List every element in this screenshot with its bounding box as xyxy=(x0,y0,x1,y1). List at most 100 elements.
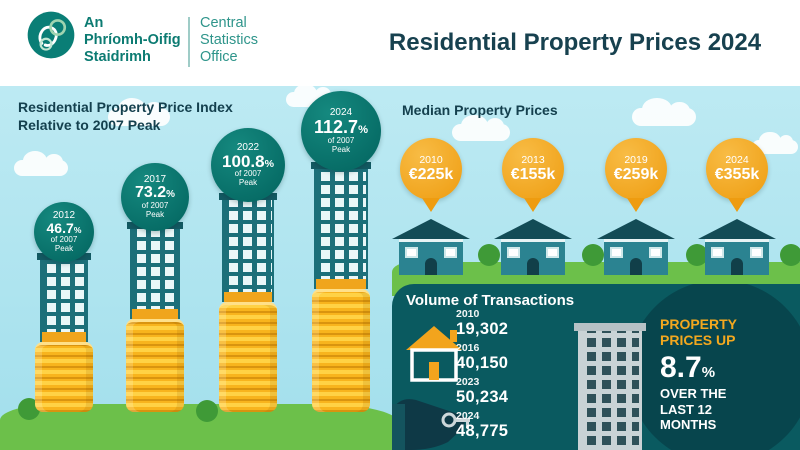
coin-stack xyxy=(219,302,277,412)
median-circle-2024: 2024 €355k xyxy=(706,138,768,200)
cloud xyxy=(108,98,170,126)
coin-stack xyxy=(35,342,93,412)
bush xyxy=(686,244,708,266)
index-sub-label: of 2007 Peak xyxy=(234,169,262,188)
house-door xyxy=(425,258,437,275)
property-prices-up-label: PROPERTY PRICES UP xyxy=(660,316,738,349)
cloud xyxy=(14,151,68,176)
building-illustration xyxy=(37,253,91,342)
logo-divider xyxy=(188,17,190,67)
index-circle-2012: 2012 46.7% of 2007 Peak xyxy=(34,202,94,262)
cso-logo xyxy=(27,11,75,59)
house-window xyxy=(649,247,662,258)
median-section-title: Median Property Prices xyxy=(402,102,558,118)
house-window xyxy=(507,247,520,258)
median-circle-2010: 2010 €225k xyxy=(400,138,462,200)
index-year: 2012 xyxy=(52,210,76,222)
highlight-caption: OVER THE LAST 12 MONTHS xyxy=(660,386,727,432)
house-roof xyxy=(494,219,572,239)
bush xyxy=(780,244,800,266)
median-value: €225k xyxy=(408,166,454,183)
house-window xyxy=(444,247,457,258)
index-circle-2024: 2024 112.7% of 2007 Peak xyxy=(301,91,381,171)
index-year: 2017 xyxy=(143,174,167,186)
transaction-year: 2010 xyxy=(456,308,480,320)
bush xyxy=(18,398,40,420)
median-year: 2019 xyxy=(624,154,648,166)
transactions-title: Volume of Transactions xyxy=(406,292,575,309)
median-year: 2010 xyxy=(419,154,443,166)
house-illustration xyxy=(494,219,572,275)
coin-stack xyxy=(312,289,370,412)
transactions-list: 2010 19,302 2016 40,150 2023 50,234 2024… xyxy=(456,308,508,444)
house-illustration xyxy=(698,219,776,275)
highlight-value: 8.7% xyxy=(660,351,716,385)
house-roof xyxy=(392,219,470,239)
transaction-year: 2016 xyxy=(456,342,480,354)
bush xyxy=(478,244,500,266)
house-window xyxy=(546,247,559,258)
pin-pointer xyxy=(524,198,542,212)
coin-stack xyxy=(126,319,184,412)
house-illustration xyxy=(597,219,675,275)
index-year: 2022 xyxy=(236,141,260,153)
house-window xyxy=(405,247,418,258)
pin-pointer xyxy=(627,198,645,212)
transaction-row: 2010 19,302 xyxy=(456,308,508,339)
transaction-value: 50,234 xyxy=(456,388,509,406)
house-roof xyxy=(597,219,675,239)
house-window xyxy=(711,247,724,258)
median-circle-2013: 2013 €155k xyxy=(502,138,564,200)
header: An Phríomh-Oifig Staidrimh Central Stati… xyxy=(0,0,800,86)
transaction-row: 2024 48,775 xyxy=(456,410,508,441)
cloud xyxy=(752,132,798,154)
building-illustration xyxy=(311,162,371,289)
index-value: 100.8% xyxy=(222,151,274,171)
building-illustration xyxy=(127,222,183,319)
median-year: 2024 xyxy=(725,154,749,166)
page-title: Residential Property Prices 2024 xyxy=(388,29,762,56)
index-section-title: Residential Property Price Index Relativ… xyxy=(18,99,233,133)
index-value: 73.2% xyxy=(135,184,175,202)
transactions-panel: Volume of Transactions 2010 19,302 2016 … xyxy=(392,284,800,450)
median-year: 2013 xyxy=(521,154,545,166)
index-year: 2024 xyxy=(329,107,353,119)
org-name-english: Central Statistics Office xyxy=(200,15,259,65)
pin-pointer xyxy=(422,198,440,212)
apartment-building-illustration xyxy=(574,323,646,450)
transaction-value: 19,302 xyxy=(456,320,509,338)
pin-pointer xyxy=(728,198,746,212)
building-illustration xyxy=(219,193,277,302)
index-sub-label: of 2007 Peak xyxy=(141,200,169,219)
transaction-year: 2023 xyxy=(456,376,480,388)
highlight-circle xyxy=(628,284,800,450)
cloud xyxy=(452,114,510,141)
transaction-row: 2023 50,234 xyxy=(456,376,508,407)
index-value: 112.7% xyxy=(314,117,368,138)
median-value: €259k xyxy=(613,166,659,183)
median-value: €155k xyxy=(510,166,556,183)
median-circle-2019: 2019 €259k xyxy=(605,138,667,200)
transaction-year: 2024 xyxy=(456,410,480,422)
org-name-irish: An Phríomh-Oifig Staidrimh xyxy=(84,15,181,65)
house-window xyxy=(610,247,623,258)
house-door xyxy=(527,258,539,275)
median-value: €355k xyxy=(714,166,760,183)
cloud xyxy=(632,98,696,126)
highlight-text: PROPERTY PRICES UP 8.7% OVER THE LAST 12… xyxy=(660,316,792,432)
transaction-value: 48,775 xyxy=(456,422,509,440)
index-sub-label: of 2007 Peak xyxy=(50,234,78,253)
bush xyxy=(582,244,604,266)
transaction-row: 2016 40,150 xyxy=(456,342,508,373)
house-window xyxy=(750,247,763,258)
transaction-value: 40,150 xyxy=(456,354,509,372)
house-door xyxy=(630,258,642,275)
index-value: 46.7% xyxy=(46,220,82,237)
house-illustration xyxy=(392,219,470,275)
hand-house-keys-illustration xyxy=(392,326,470,450)
index-sub-label: of 2007 Peak xyxy=(327,135,355,154)
house-roof xyxy=(698,219,776,239)
house-door xyxy=(731,258,743,275)
index-circle-2017: 2017 73.2% of 2007 Peak xyxy=(121,163,189,231)
